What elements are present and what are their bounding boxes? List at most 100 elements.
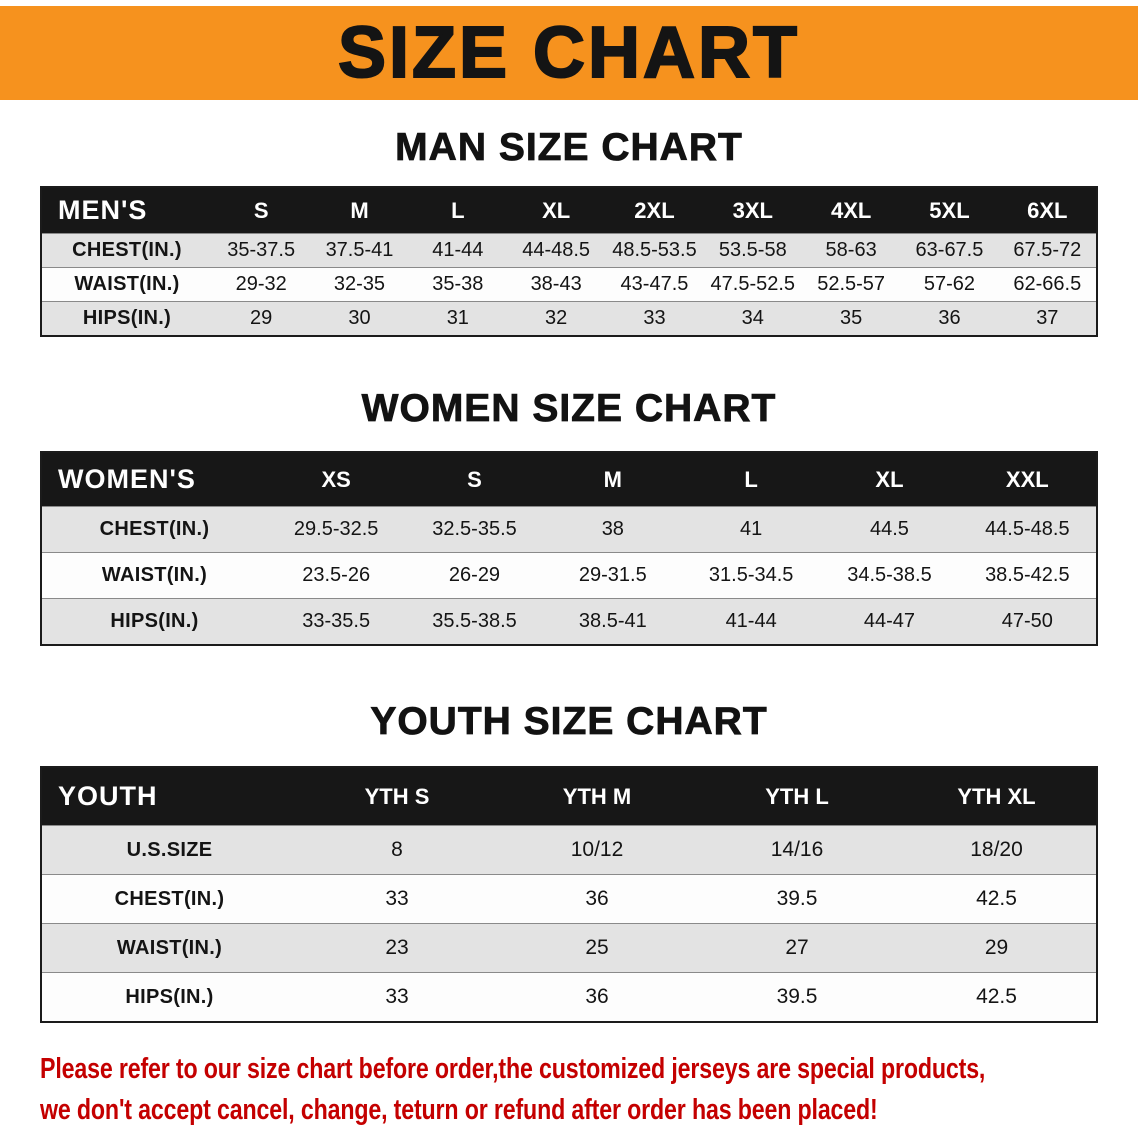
size-cell: 38.5-42.5: [958, 552, 1097, 599]
size-cell: 8: [297, 825, 497, 875]
size-cell: 48.5-53.5: [605, 233, 704, 268]
women-section: WOMEN SIZE CHART WOMEN'S XS S M L XL XXL CHEST(…: [0, 387, 1138, 646]
size-cell: 37.5-41: [310, 233, 409, 268]
column-header: XL: [820, 452, 959, 507]
size-cell: 35: [801, 301, 901, 336]
column-header: 2XL: [605, 187, 704, 234]
size-cell: 36: [497, 874, 697, 924]
disclaimer-note: Please refer to our size chart before or…: [40, 1053, 1138, 1127]
size-cell: 47.5-52.5: [703, 267, 802, 302]
row-label: CHEST(IN.): [41, 874, 297, 924]
size-cell: 42.5: [897, 972, 1097, 1022]
size-cell: 44-47: [820, 598, 959, 645]
column-header: L: [681, 452, 821, 507]
column-header: M: [543, 452, 682, 507]
size-cell: 29-32: [212, 267, 311, 302]
size-cell: 31: [408, 301, 507, 336]
size-cell: 44.5-48.5: [958, 506, 1097, 553]
table-row: WAIST(IN.) 29-32 32-35 35-38 38-43 43-47.5 47.…: [41, 267, 1097, 302]
column-header: L: [408, 187, 507, 234]
size-cell: 27: [697, 923, 897, 973]
page-title: SIZE CHART: [337, 12, 800, 94]
column-header: YTH S: [297, 767, 497, 826]
row-label: WAIST(IN.): [41, 923, 297, 973]
men-section: MAN SIZE CHART MEN'S S M L XL 2XL 3XL 4XL 5XL 6XL…: [0, 126, 1138, 337]
row-label: HIPS(IN.): [41, 972, 297, 1022]
size-cell: 39.5: [697, 874, 897, 924]
size-cell: 32: [506, 301, 606, 336]
size-cell: 62-66.5: [998, 267, 1097, 302]
size-cell: 52.5-57: [801, 267, 901, 302]
youth-section-heading: YOUTH SIZE CHART: [370, 700, 768, 744]
size-cell: 38: [543, 506, 682, 553]
size-cell: 53.5-58: [703, 233, 802, 268]
size-cell: 36: [900, 301, 999, 336]
table-row: CHEST(IN.) 35-37.5 37.5-41 41-44 44-48.5 48.5…: [41, 233, 1097, 268]
size-cell: 43-47.5: [605, 267, 704, 302]
row-label: CHEST(IN.): [41, 506, 267, 553]
men-size-table: MEN'S S M L XL 2XL 3XL 4XL 5XL 6XL CHEST(IN.) 35-37…: [40, 186, 1098, 337]
disclaimer-line-1: Please refer to our size chart before or…: [40, 1053, 986, 1085]
size-cell: 25: [497, 923, 697, 973]
table-row: WAIST(IN.) 23.5-26 26-29 29-31.5 31.5-34.5 34…: [41, 552, 1097, 599]
size-cell: 23.5-26: [267, 552, 406, 599]
table-row: WAIST(IN.) 23 25 27 29: [41, 923, 1097, 973]
size-cell: 26-29: [405, 552, 544, 599]
disclaimer-line-2: we don't accept cancel, change, teturn o…: [40, 1094, 878, 1126]
size-cell: 37: [998, 301, 1097, 336]
size-cell: 29.5-32.5: [267, 506, 406, 553]
size-cell: 32-35: [310, 267, 409, 302]
row-label: HIPS(IN.): [41, 598, 267, 645]
size-cell: 35-37.5: [212, 233, 311, 268]
table-group-label: WOMEN'S: [41, 452, 267, 507]
youth-section: YOUTH SIZE CHART YOUTH YTH S YTH M YTH L YTH…: [0, 700, 1138, 1023]
size-cell: 44-48.5: [506, 233, 606, 268]
column-header: YTH XL: [897, 767, 1097, 826]
column-header: S: [212, 187, 311, 234]
size-cell: 63-67.5: [900, 233, 999, 268]
men-section-heading: MAN SIZE CHART: [395, 126, 743, 170]
row-label: CHEST(IN.): [41, 233, 212, 268]
size-cell: 14/16: [697, 825, 897, 875]
table-group-label: MEN'S: [41, 187, 212, 234]
size-cell: 32.5-35.5: [405, 506, 544, 553]
size-cell: 29-31.5: [543, 552, 682, 599]
row-label: WAIST(IN.): [41, 267, 212, 302]
column-header: 4XL: [801, 187, 901, 234]
size-cell: 41-44: [681, 598, 821, 645]
size-cell: 38.5-41: [543, 598, 682, 645]
column-header: XS: [267, 452, 406, 507]
size-cell: 23: [297, 923, 497, 973]
row-label: WAIST(IN.): [41, 552, 267, 599]
table-header-row: MEN'S S M L XL 2XL 3XL 4XL 5XL 6XL: [41, 187, 1097, 234]
size-cell: 67.5-72: [998, 233, 1097, 268]
column-header: 5XL: [900, 187, 999, 234]
column-header: S: [405, 452, 544, 507]
size-cell: 34: [703, 301, 802, 336]
size-cell: 29: [212, 301, 311, 336]
row-label: HIPS(IN.): [41, 301, 212, 336]
size-cell: 57-62: [900, 267, 999, 302]
youth-size-table: YOUTH YTH S YTH M YTH L YTH XL U.S.SIZE 8 10/12…: [40, 766, 1098, 1023]
size-cell: 35-38: [408, 267, 507, 302]
size-cell: 31.5-34.5: [681, 552, 821, 599]
size-cell: 44.5: [820, 506, 959, 553]
table-row: HIPS(IN.) 33-35.5 35.5-38.5 38.5-41 41-44 44-…: [41, 598, 1097, 645]
column-header: 3XL: [703, 187, 802, 234]
size-cell: 38-43: [506, 267, 606, 302]
size-cell: 10/12: [497, 825, 697, 875]
size-cell: 41-44: [408, 233, 507, 268]
size-cell: 29: [897, 923, 1097, 973]
size-cell: 33: [297, 874, 497, 924]
size-cell: 41: [681, 506, 821, 553]
column-header: YTH L: [697, 767, 897, 826]
size-cell: 39.5: [697, 972, 897, 1022]
column-header: YTH M: [497, 767, 697, 826]
table-header-row: YOUTH YTH S YTH M YTH L YTH XL: [41, 767, 1097, 826]
size-cell: 33: [605, 301, 704, 336]
size-cell: 42.5: [897, 874, 1097, 924]
women-section-heading: WOMEN SIZE CHART: [361, 387, 777, 431]
size-cell: 36: [497, 972, 697, 1022]
size-cell: 34.5-38.5: [820, 552, 959, 599]
